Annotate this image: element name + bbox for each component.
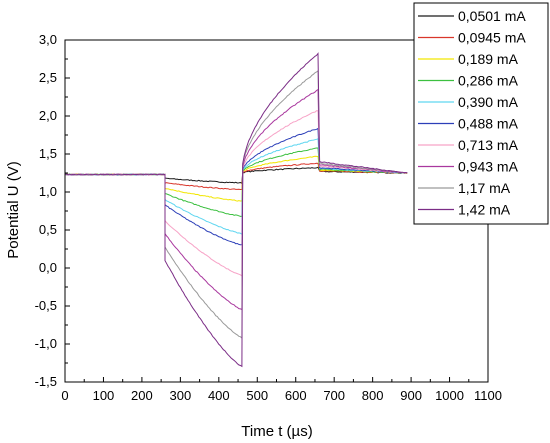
series-line-10 [65, 52, 408, 368]
legend-label: 0,488 mA [458, 116, 519, 132]
legend-label: 0,390 mA [458, 94, 519, 110]
legend-label: 0,0945 mA [458, 30, 526, 46]
legend-label: 0,286 mA [458, 73, 519, 89]
y-axis-label: Potential U (V) [5, 161, 22, 259]
x-tick-label: 300 [170, 388, 192, 403]
legend-label: 1,17 mA [458, 180, 511, 196]
legend-label: 1,42 mA [458, 202, 511, 218]
series-line-8 [64, 88, 408, 311]
y-tick-label: 1,0 [39, 184, 57, 199]
x-tick-label: 800 [362, 388, 384, 403]
y-tick-label: 0,5 [39, 222, 57, 237]
x-tick-label: 500 [246, 388, 268, 403]
legend-label: 0,189 mA [458, 51, 519, 67]
x-tick-label: 600 [285, 388, 307, 403]
x-tick-label: 100 [93, 388, 115, 403]
y-tick-label: 3,0 [39, 32, 57, 47]
series-line-9 [64, 69, 408, 340]
x-axis-label: Time t (µs) [241, 423, 312, 440]
x-tick-label: 200 [131, 388, 153, 403]
y-tick-label: -1,0 [35, 336, 57, 351]
x-tick-label: 700 [323, 388, 345, 403]
x-tick-label: 900 [400, 388, 422, 403]
y-tick-label: -1,5 [35, 374, 57, 389]
axes-layer: 0 100 200 300 400 500 600 700 800 900 1000 1100 -1,5… [35, 32, 502, 403]
y-tick-label: 0,0 [39, 260, 57, 275]
series-line-5 [64, 138, 408, 236]
legend-label: 0,0501 mA [458, 8, 526, 24]
y-tick-label: -0,5 [35, 298, 57, 313]
x-tick-label: 400 [208, 388, 230, 403]
y-tick-label: 1,5 [39, 146, 57, 161]
x-tick-label: 1000 [435, 388, 464, 403]
curves-layer [64, 52, 408, 368]
legend-box [413, 2, 549, 225]
series-line-7 [64, 110, 408, 278]
legend-label: 0,713 mA [458, 137, 519, 153]
x-tick-label: 1100 [474, 388, 502, 403]
x-tick-label: 0 [61, 388, 68, 403]
legend: 0,0501 mA 0,0945 mA 0,189 mA 0,286 mA 0,390 … [413, 2, 549, 225]
series-line-3 [64, 155, 408, 202]
legend-label: 0,943 mA [458, 159, 519, 175]
series-line-6 [64, 127, 408, 246]
y-tick-label: 2,5 [39, 70, 57, 85]
y-tick-label: 2,0 [39, 108, 57, 123]
